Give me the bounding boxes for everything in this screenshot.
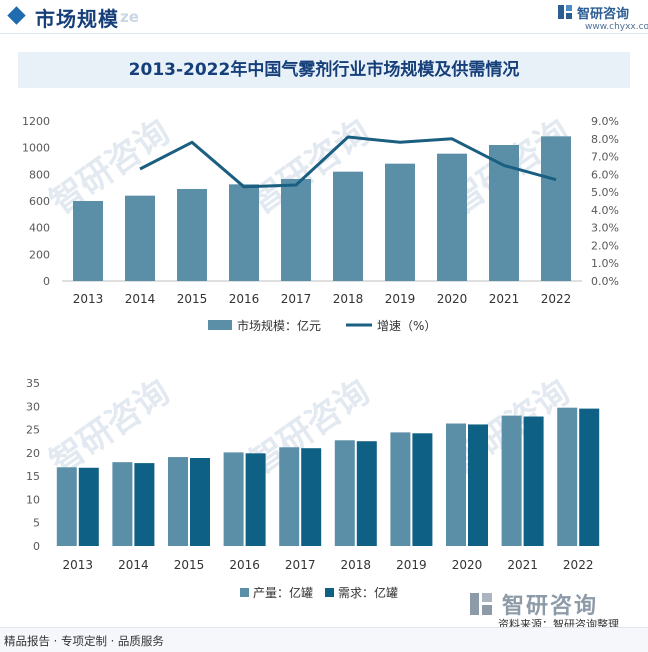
y-tick-label: 600 xyxy=(29,195,50,208)
page-footer: 精品报告 · 专项定制 · 品质服务 xyxy=(0,627,648,652)
y-tick-label: 35 xyxy=(26,377,40,390)
y2-tick-label: 2.0% xyxy=(591,239,619,252)
header-watermark: ze xyxy=(120,8,139,26)
y-tick-label: 0 xyxy=(43,275,50,288)
demand-bar xyxy=(468,424,488,546)
output-bar xyxy=(446,423,466,546)
figure-title-band: 2013-2022年中国气雾剂行业市场规模及供需情况 xyxy=(18,52,630,88)
x-tick-label: 2019 xyxy=(385,292,416,306)
x-tick-label: 2018 xyxy=(341,558,372,572)
x-tick-label: 2013 xyxy=(73,292,104,306)
x-tick-label: 2015 xyxy=(177,292,208,306)
brand-logo-icon xyxy=(470,593,492,615)
y-tick-label: 10 xyxy=(26,493,40,506)
x-tick-label: 2014 xyxy=(125,292,156,306)
figure-title: 2013-2022年中国气雾剂行业市场规模及供需情况 xyxy=(128,60,520,80)
demand-bar xyxy=(301,448,322,546)
x-tick-label: 2022 xyxy=(563,558,594,572)
y2-tick-label: 6.0% xyxy=(591,168,619,181)
brand-url: www.chyxx.com xyxy=(585,22,648,32)
y-tick-label: 800 xyxy=(29,168,50,181)
y2-tick-label: 9.0% xyxy=(591,115,619,128)
growth-line xyxy=(139,135,557,189)
output-bar xyxy=(168,457,188,546)
x-tick-label: 2018 xyxy=(333,292,364,306)
x-tick-label: 2015 xyxy=(174,558,205,572)
market-size-bar xyxy=(229,184,259,281)
y-tick-label: 5 xyxy=(33,517,40,530)
x-tick-label: 2017 xyxy=(281,292,312,306)
x-tick-label: 2014 xyxy=(118,558,149,572)
x-tick-label: 2017 xyxy=(285,558,316,572)
x-tick-label: 2020 xyxy=(452,558,483,572)
output-bar xyxy=(223,452,244,546)
y2-tick-label: 4.0% xyxy=(591,204,619,217)
x-tick-label: 2021 xyxy=(507,558,538,572)
legend-label-growth: 增速（%） xyxy=(377,319,436,333)
market-size-bar xyxy=(437,153,467,281)
x-tick-label: 2016 xyxy=(229,558,260,572)
x-tick-label: 2022 xyxy=(541,292,572,306)
brand-logo-icon xyxy=(558,5,572,19)
x-tick-label: 2013 xyxy=(63,558,94,572)
legend-label-market-size: 市场规模：亿元 xyxy=(237,318,321,333)
market-size-bar xyxy=(541,136,571,281)
market-size-bar xyxy=(73,201,103,281)
demand-bar xyxy=(134,463,155,546)
legend-swatch-output xyxy=(240,588,249,597)
market-size-bar xyxy=(125,195,155,281)
x-tick-label: 2016 xyxy=(229,292,260,306)
demand-bar xyxy=(245,453,266,546)
output-bar xyxy=(112,462,133,546)
output-bar xyxy=(334,440,355,546)
y2-tick-label: 3.0% xyxy=(591,222,619,235)
demand-bar xyxy=(523,416,544,546)
y2-tick-label: 7.0% xyxy=(591,151,619,164)
section-title: 市场规模 xyxy=(35,7,119,31)
market-size-chart: 0 200 400 600 800 1000 1200 0.0% 1.0% 2.0% 3.0% 4.… xyxy=(22,115,619,333)
output-bar xyxy=(390,432,411,546)
legend-label-demand: 需求：亿罐 xyxy=(338,585,398,600)
y2-tick-label: 8.0% xyxy=(591,133,619,146)
y-tick-label: 0 xyxy=(33,540,40,553)
brand-name: 智研咨询 xyxy=(577,7,630,22)
y-tick-label: 200 xyxy=(29,248,50,261)
y-tick-label: 25 xyxy=(26,424,40,437)
demand-bar xyxy=(190,457,210,546)
footer-text: 精品报告 · 专项定制 · 品质服务 xyxy=(4,634,164,648)
output-bar xyxy=(56,467,77,546)
output-bar xyxy=(557,407,578,546)
legend-swatch-market-size xyxy=(208,320,232,330)
x-tick-label: 2019 xyxy=(396,558,427,572)
y2-tick-label: 0.0% xyxy=(591,275,619,288)
header-divider xyxy=(0,33,648,34)
y-tick-label: 30 xyxy=(26,400,40,413)
output-bar xyxy=(501,415,522,546)
demand-bar xyxy=(356,441,377,546)
output-bar xyxy=(279,447,300,546)
demand-bar xyxy=(579,408,600,546)
y-tick-label: 400 xyxy=(29,222,50,235)
legend-swatch-demand xyxy=(325,588,334,597)
y-tick-label: 1200 xyxy=(22,115,50,128)
bottom-brand: 智研咨询 xyxy=(502,594,599,619)
y-tick-label: 1000 xyxy=(22,142,50,155)
legend-label-output: 产量：亿罐 xyxy=(253,585,313,600)
supply-demand-chart: 0 5 10 15 20 25 30 35 2013 2014 2015 2016 2017 2018 2… xyxy=(26,377,600,600)
page-header: 市场规模 ze 智研咨询 www.chyxx.com xyxy=(0,0,648,34)
demand-bar xyxy=(412,433,433,546)
y-tick-label: 15 xyxy=(26,470,40,483)
market-size-bar xyxy=(385,163,415,281)
market-size-bar xyxy=(333,171,363,281)
market-size-bar xyxy=(281,179,311,281)
demand-bar xyxy=(78,467,99,546)
y2-tick-label: 1.0% xyxy=(591,257,619,270)
y2-tick-label: 5.0% xyxy=(591,186,619,199)
x-tick-label: 2020 xyxy=(437,292,468,306)
market-size-bar xyxy=(177,189,207,281)
y-tick-label: 20 xyxy=(26,447,40,460)
x-tick-label: 2021 xyxy=(489,292,520,306)
